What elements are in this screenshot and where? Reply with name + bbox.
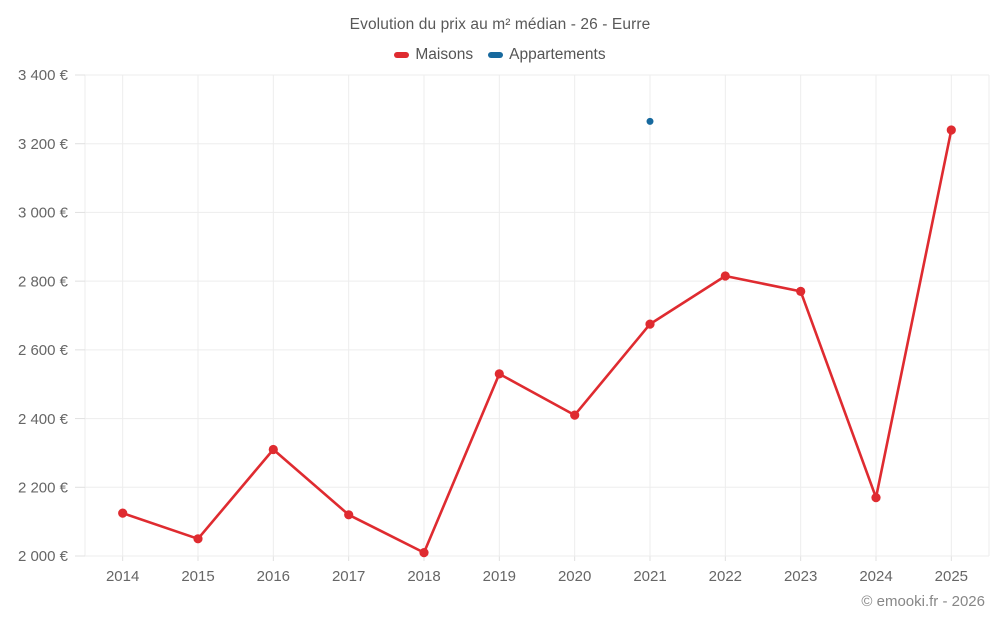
x-tick-label-2021: 2021 [633, 568, 666, 585]
y-tick-label: 2 200 € [18, 479, 69, 496]
x-tick-label-2017: 2017 [332, 568, 365, 585]
x-tick-label-2014: 2014 [106, 568, 139, 585]
data-point-maisons-2015 [193, 534, 203, 544]
x-tick-label-2025: 2025 [935, 568, 968, 585]
data-point-appartements-2021 [646, 117, 654, 125]
horizontal-gridlines [75, 74, 989, 557]
legend-swatch-maisons [394, 52, 410, 58]
chart-title: Evolution du prix au m² médian - 26 - Eu… [349, 16, 651, 33]
x-tick-label-2023: 2023 [784, 568, 817, 585]
data-point-maisons-2022 [720, 271, 730, 281]
data-point-maisons-2018 [419, 548, 429, 558]
y-tick-label: 2 000 € [18, 548, 69, 565]
y-tick-label: 3 200 € [18, 136, 69, 153]
data-point-maisons-2025 [946, 125, 956, 135]
y-tick-label: 3 400 € [18, 67, 69, 84]
data-point-maisons-2024 [871, 493, 881, 503]
x-axis-labels: 2014 2015 2016 2017 2018 2019 2020 2021 2022 2023… [106, 568, 968, 585]
legend-label: Appartements [509, 46, 606, 63]
x-tick-label-2024: 2024 [859, 568, 892, 585]
data-point-maisons-2023 [796, 286, 806, 296]
y-axis-labels: 2 000 € 2 200 € 2 400 € 2 600 € 2 800 € 3 000… [18, 67, 69, 565]
data-point-maisons-2020 [570, 410, 580, 420]
y-tick-label: 2 400 € [18, 411, 69, 428]
y-tick-label: 3 000 € [18, 205, 69, 222]
y-tick-label: 2 800 € [18, 273, 69, 290]
x-tick-label-2019: 2019 [483, 568, 516, 585]
x-tick-label-2022: 2022 [709, 568, 742, 585]
y-tick-label: 2 600 € [18, 342, 69, 359]
data-point-maisons-2016 [268, 444, 278, 455]
x-tick-label-2015: 2015 [181, 568, 214, 585]
x-tick-label-2018: 2018 [407, 568, 440, 585]
series-points-maisons [118, 125, 956, 558]
chart-legend: Maisons Appartements [0, 46, 1000, 64]
data-point-maisons-2021 [645, 319, 655, 329]
series-points-appartements [646, 117, 654, 125]
x-tick-label-2020: 2020 [558, 568, 591, 585]
legend-label: Maisons [415, 46, 474, 63]
legend-item-maisons[interactable]: Maisons [394, 46, 473, 64]
copyright-credit: © emooki.fr - 2026 [861, 593, 985, 610]
data-point-maisons-2014 [118, 508, 128, 518]
x-tick-label-2016: 2016 [257, 568, 290, 585]
legend-swatch-appartements [488, 52, 504, 58]
series-line-maisons [121, 128, 953, 554]
data-point-maisons-2019 [494, 369, 504, 379]
data-point-maisons-2017 [344, 510, 354, 520]
legend-item-appartements[interactable]: Appartements [488, 46, 606, 64]
vertical-gridlines [84, 75, 990, 561]
